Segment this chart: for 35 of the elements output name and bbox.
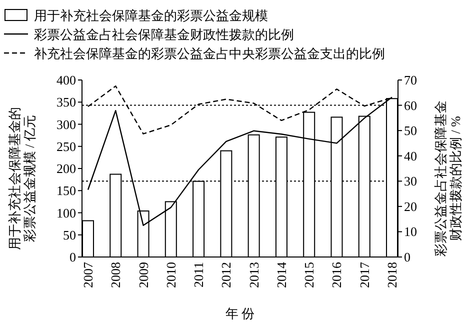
y2-tick-label: 40	[404, 148, 417, 164]
y-tick-label: 100	[56, 205, 76, 220]
y-tick-label: 250	[56, 138, 76, 154]
x-tick-label: 2018	[384, 262, 400, 288]
y2-tick-label: 10	[404, 224, 417, 240]
x-tick-label: 2011	[191, 262, 206, 288]
legend-item: 补充社会保障基金的彩票公益金占中央彩票公益金支出的比例	[4, 46, 385, 61]
y2-tick-label: 50	[404, 123, 417, 138]
y-tick-label: 0	[70, 250, 76, 264]
x-tick-label: 2014	[274, 262, 289, 288]
x-tick-label: 2009	[136, 262, 151, 288]
y-tick-label: 350	[56, 94, 76, 110]
x-tick-label: 2012	[218, 262, 234, 288]
y2-tick-label: 20	[404, 198, 417, 214]
y-tick-label: 400	[56, 72, 76, 88]
y2-axis-title: 彩票公益金占社会保障基金财政性拨款的比例 / %	[433, 100, 463, 256]
x-tick-label: 2008	[108, 262, 124, 288]
y-tick-label: 200	[56, 161, 76, 176]
y2-tick-label: 60	[404, 98, 417, 113]
y-tick-label: 300	[56, 116, 76, 132]
y2-tick-label: 30	[404, 174, 417, 189]
legend-item: 用于补充社会保障基金的彩票公益金规模	[4, 8, 268, 23]
legend-item: 彩票公益金占社会保障基金财政性拨款的比例	[4, 27, 294, 42]
y-tick-label: 150	[56, 183, 76, 198]
y-tick-label: 50	[63, 227, 76, 242]
x-tick-label: 2016	[329, 262, 344, 288]
x-tick-label: 2010	[163, 262, 178, 288]
x-tick-label: 2015	[302, 262, 317, 288]
x-tick-label: 2007	[80, 262, 96, 288]
y2-tick-label: 0	[404, 250, 410, 264]
y-axis-title: 用于补充社会保障基金的彩票公益金规模 / 亿元	[7, 107, 37, 250]
x-tick-label: 2013	[246, 262, 262, 288]
x-axis-title: 年 份	[225, 306, 255, 321]
x-tick-label: 2017	[356, 262, 372, 288]
y2-tick-label: 70	[404, 72, 417, 88]
